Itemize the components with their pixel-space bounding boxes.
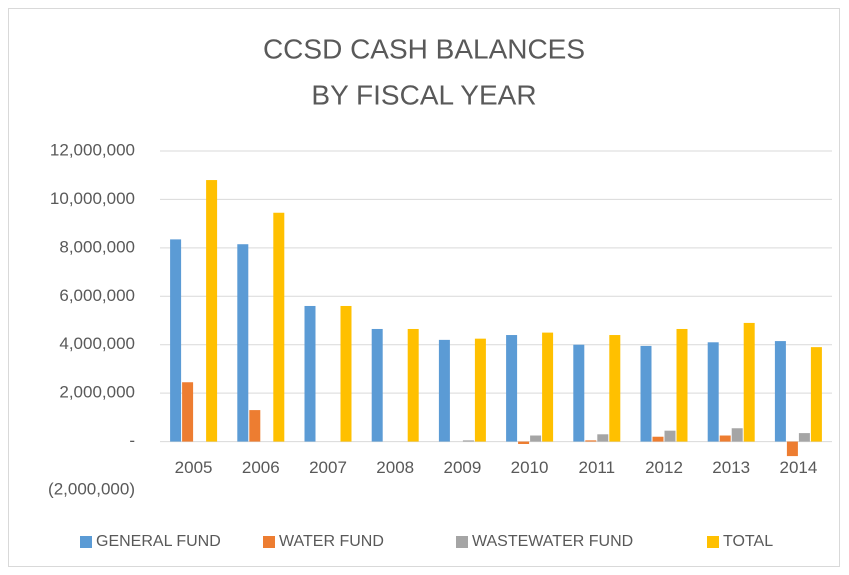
- bar: [304, 305, 316, 442]
- bar: [719, 435, 731, 442]
- bar: [585, 440, 597, 442]
- bar: [664, 430, 676, 442]
- bar: [676, 328, 688, 442]
- chart-title: BY FISCAL YEAR: [311, 79, 536, 110]
- chart-title: CCSD CASH BALANCES: [263, 33, 585, 64]
- x-tick-label: 2009: [443, 458, 481, 477]
- bar: [810, 347, 822, 442]
- legend-label: WATER FUND: [279, 533, 384, 550]
- y-tick-label: 12,000,000: [50, 140, 135, 159]
- bar: [407, 328, 419, 442]
- y-tick-label: 8,000,000: [59, 237, 135, 256]
- legend-swatch: [456, 536, 468, 548]
- y-tick-label: (2,000,000): [48, 479, 135, 498]
- y-tick-label: 6,000,000: [59, 286, 135, 305]
- bar: [340, 305, 352, 442]
- bar: [182, 382, 194, 442]
- bar: [170, 239, 182, 442]
- bar: [237, 244, 249, 442]
- x-tick-label: 2008: [376, 458, 414, 477]
- y-tick-label: 4,000,000: [59, 334, 135, 353]
- legend-label: WASTEWATER FUND: [472, 533, 633, 550]
- x-tick-label: 2007: [309, 458, 347, 477]
- x-tick-label: 2014: [779, 458, 817, 477]
- legend-swatch: [80, 536, 92, 548]
- y-tick-label: 10,000,000: [50, 189, 135, 208]
- bar: [371, 328, 383, 442]
- bar: [597, 434, 609, 442]
- x-tick-label: 2011: [579, 458, 616, 477]
- bar: [206, 180, 218, 442]
- bar: [474, 338, 486, 442]
- x-tick-label: 2006: [242, 458, 280, 477]
- bar: [462, 440, 474, 442]
- legend-swatch: [707, 536, 719, 548]
- bar: [743, 322, 755, 442]
- bar: [506, 335, 518, 442]
- bar: [798, 433, 810, 442]
- x-tick-label: 2005: [175, 458, 213, 477]
- x-tick-label: 2012: [645, 458, 683, 477]
- bar: [786, 441, 798, 457]
- bar: [438, 339, 450, 442]
- legend-label: TOTAL: [723, 533, 773, 550]
- chart-border: [8, 8, 840, 567]
- bar: [609, 335, 621, 442]
- bar: [249, 410, 261, 442]
- y-tick-label: -: [129, 431, 135, 450]
- bar: [640, 345, 652, 442]
- bar: [542, 332, 554, 442]
- bar: [774, 341, 786, 442]
- bar: [530, 435, 542, 442]
- y-tick-label: 2,000,000: [59, 383, 135, 402]
- legend-swatch: [263, 536, 275, 548]
- x-tick-label: 2013: [712, 458, 750, 477]
- bar: [518, 441, 530, 444]
- bar: [652, 436, 664, 442]
- bar: [573, 344, 585, 442]
- bar: [707, 342, 719, 442]
- legend-label: GENERAL FUND: [96, 533, 221, 550]
- x-tick-label: 2010: [511, 458, 549, 477]
- bar: [273, 212, 285, 442]
- bar: [731, 428, 743, 442]
